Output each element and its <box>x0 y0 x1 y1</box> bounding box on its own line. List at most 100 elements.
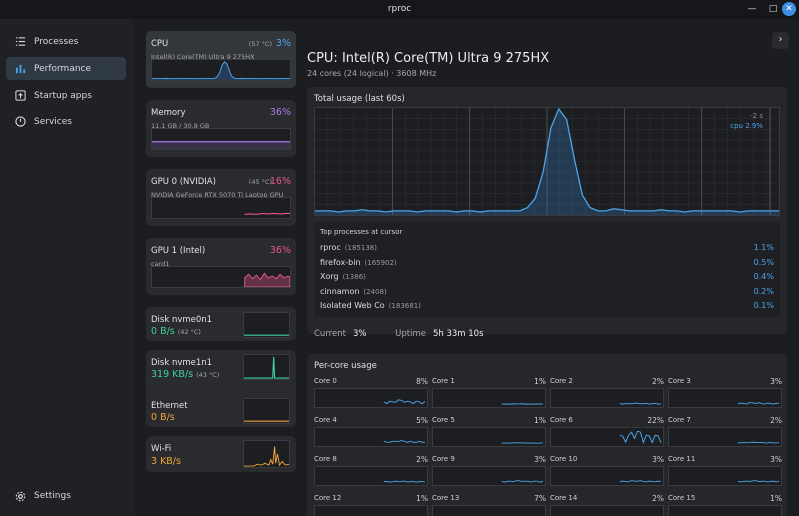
core-cell: Core 14 2% <box>550 494 664 516</box>
cpu-sparkline <box>151 59 291 81</box>
core-sparkline <box>550 427 664 447</box>
chevron-right-icon[interactable]: › <box>772 32 789 49</box>
core-name: Core 2 <box>550 377 573 385</box>
device-card-memory[interactable]: Memory 36% 11.1 GB / 30.8 GB <box>146 100 296 157</box>
device-temp: (57 °C) <box>248 40 272 48</box>
bar-chart-icon <box>15 63 26 74</box>
device-card-wifi[interactable]: Wi-Fi 3 KB/s <box>146 436 296 472</box>
core-pct: 1% <box>534 377 546 386</box>
device-list: CPU (57 °C) 3% Intel(R) Core(TM) Ultra 9… <box>134 19 306 516</box>
device-val: 0 B/s <box>151 412 175 423</box>
core-pct: 1% <box>416 494 428 503</box>
core-pct: 1% <box>534 416 546 425</box>
core-pct: 3% <box>770 377 782 386</box>
memory-sparkline <box>151 128 291 150</box>
minimize-icon[interactable]: — <box>747 4 757 14</box>
process-row[interactable]: rproc (185138) 1.1% <box>320 243 774 252</box>
core-cell: Core 10 3% <box>550 455 664 488</box>
core-pct: 3% <box>770 455 782 464</box>
device-sub: NVIDIA GeForce RTX 5070 Ti Laptop GPU <box>151 191 284 199</box>
per-core-title: Per-core usage <box>314 361 377 371</box>
core-pct: 8% <box>416 377 428 386</box>
main-panel: › CPU: Intel(R) Core(TM) Ultra 9 275HX 2… <box>306 19 799 516</box>
device-temp: (45 °C) <box>248 178 272 186</box>
core-cell: Core 12 1% <box>314 494 428 516</box>
close-icon[interactable]: ✕ <box>782 2 796 16</box>
device-name: Disk nvme0n1 <box>151 315 213 325</box>
gear-icon <box>15 491 26 502</box>
process-row[interactable]: cinnamon (2408) 0.2% <box>320 287 774 296</box>
process-row[interactable]: Isolated Web Co (183681) 0.1% <box>320 301 774 310</box>
device-sub: Intel(R) Core(TM) Ultra 9 275HX <box>151 53 255 61</box>
sidebar-item-processes[interactable]: Processes <box>6 30 126 53</box>
total-usage-graph[interactable]: -2 s cpu 2.9% <box>314 107 780 216</box>
process-row[interactable]: Xorg (1386) 0.4% <box>320 272 774 281</box>
core-cell: Core 2 2% <box>550 377 664 410</box>
device-val: 3 KB/s <box>151 456 181 467</box>
process-row[interactable]: firefox-bin (165902) 0.5% <box>320 258 774 267</box>
core-cell: Core 8 2% <box>314 455 428 488</box>
core-name: Core 10 <box>550 455 578 463</box>
sidebar-item-label: Startup apps <box>34 90 92 101</box>
core-sparkline <box>314 427 428 447</box>
core-name: Core 14 <box>550 494 578 502</box>
device-card-ethernet[interactable]: Ethernet 0 B/s <box>146 393 296 427</box>
core-sparkline <box>314 466 428 486</box>
core-name: Core 11 <box>668 455 696 463</box>
core-cell: Core 13 7% <box>432 494 546 516</box>
disk1-sparkline <box>243 354 290 380</box>
page-title: CPU: Intel(R) Core(TM) Ultra 9 275HX <box>307 51 550 66</box>
device-name: Disk nvme1n1 <box>151 358 213 368</box>
core-pct: 1% <box>770 494 782 503</box>
core-name: Core 3 <box>668 377 691 385</box>
gpu0-sparkline <box>151 197 291 219</box>
settings-button[interactable]: Settings <box>6 486 126 506</box>
core-pct: 2% <box>416 455 428 464</box>
core-name: Core 7 <box>668 416 691 424</box>
list-icon <box>15 36 26 47</box>
core-pct: 2% <box>652 377 664 386</box>
core-pct: 5% <box>416 416 428 425</box>
usage-footer: Current 3% Uptime 5h 33m 10s <box>314 329 484 339</box>
page-subtitle: 24 cores (24 logical) · 3608 MHz <box>307 69 437 78</box>
top-processes: Top processes at cursor rproc (185138) 1.1… <box>314 222 780 317</box>
power-icon <box>15 116 26 127</box>
disk0-sparkline <box>243 312 290 338</box>
device-pct: 36% <box>269 245 291 256</box>
core-cell: Core 6 22% <box>550 416 664 449</box>
core-sparkline <box>550 388 664 408</box>
device-card-disk0[interactable]: Disk nvme0n1 0 B/s (42 °C) <box>146 307 296 341</box>
startup-icon <box>15 90 26 101</box>
sidebar-item-startup-apps[interactable]: Startup apps <box>6 84 126 107</box>
core-name: Core 1 <box>432 377 455 385</box>
core-name: Core 9 <box>432 455 455 463</box>
uptime-label: Uptime <box>395 329 426 339</box>
core-name: Core 0 <box>314 377 337 385</box>
maximize-icon[interactable]: □ <box>768 4 778 14</box>
current-label: Current <box>314 329 346 339</box>
device-name: Wi-Fi <box>151 444 172 454</box>
device-pct: 36% <box>269 107 291 118</box>
device-card-cpu[interactable]: CPU (57 °C) 3% Intel(R) Core(TM) Ultra 9… <box>146 31 296 88</box>
device-card-gpu0[interactable]: GPU 0 (NVIDIA) (45 °C) 16% NVIDIA GeForc… <box>146 169 296 226</box>
sidebar-item-label: Services <box>34 116 72 127</box>
core-cell: Core 11 3% <box>668 455 782 488</box>
core-sparkline <box>314 505 428 516</box>
sidebar-item-services[interactable]: Services <box>6 110 126 133</box>
core-pct: 3% <box>534 455 546 464</box>
core-sparkline <box>314 388 428 408</box>
cursor-legend: cpu 2.9% <box>730 122 763 130</box>
core-pct: 2% <box>652 494 664 503</box>
device-name: GPU 0 (NVIDIA) <box>151 177 216 187</box>
per-core-panel: Per-core usage Core 0 8% Core 1 1% Core 2 2% C… <box>307 354 787 516</box>
sidebar-item-performance[interactable]: Performance <box>6 57 126 80</box>
core-name: Core 4 <box>314 416 337 424</box>
sidebar: Processes Performance Startup apps Servi… <box>0 19 134 516</box>
device-card-gpu1[interactable]: GPU 1 (Intel) 36% card1 <box>146 238 296 295</box>
device-name: Ethernet <box>151 401 188 411</box>
core-cell: Core 7 2% <box>668 416 782 449</box>
cursor-time: -2 s <box>750 112 763 120</box>
device-sub: card1 <box>151 260 170 268</box>
core-cell: Core 0 8% <box>314 377 428 410</box>
title-bar: rproc — □ ✕ <box>0 0 799 19</box>
